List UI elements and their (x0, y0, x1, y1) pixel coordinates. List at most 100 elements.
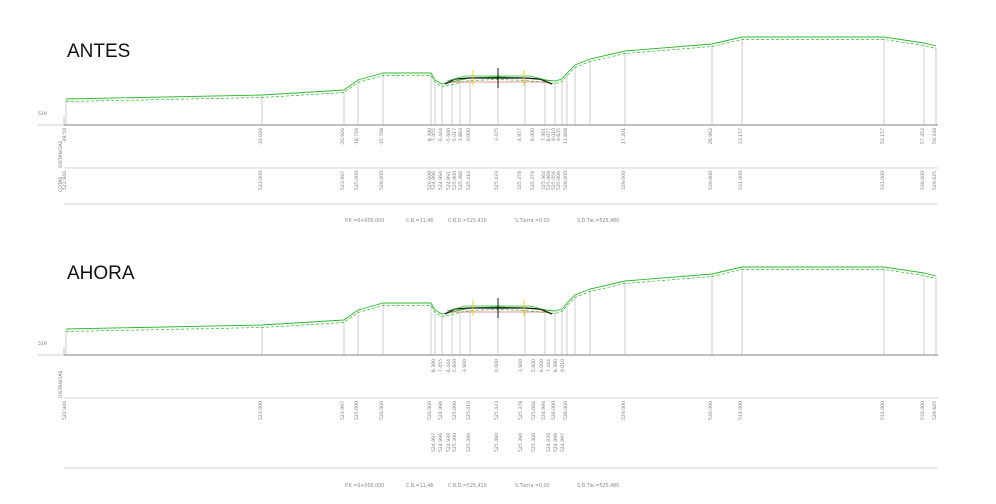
value-label: 524.996 (438, 401, 444, 420)
row-label-distancias: DISTANCIAS (58, 370, 64, 398)
footer-pk: P.K.=0+000,000 (345, 218, 384, 224)
value-label: 525.006 (556, 171, 562, 190)
value-label: 524.996 (438, 433, 444, 452)
footer-sdtie: S.D.Tie.=525,480 (577, 483, 619, 489)
value-label: 525.379 (530, 171, 536, 190)
value-label: 529.000 (621, 401, 627, 420)
section-ahora: AHORA 519 DISTANCIAS -8.390 -7.455 -6.444-… (38, 263, 938, 489)
value-label: 0.000 (494, 359, 500, 372)
value-label: 529.625 (932, 401, 938, 420)
footer-crd: C.R.D.=525,410 (448, 218, 487, 224)
value-label: -8.390 (427, 128, 433, 143)
value-label: 525.000 (452, 171, 458, 190)
elevation-labels: 522.946 523.000 523.997 525.000 526.000 526.0… (62, 171, 938, 190)
value-label: 523.997 (340, 171, 346, 190)
value-label: 524.996 (541, 401, 547, 420)
road-top (446, 305, 551, 312)
section-footer: P.K.=0+000,000 C.R.=11,46 C.R.D.=525,410… (345, 218, 619, 224)
value-label: -3.883 (458, 128, 464, 143)
value-label: 525.480 (494, 433, 500, 452)
distance-labels: -48.50 -32.026 -20.926 -18.726 -15.768 -8.390… (62, 128, 938, 146)
terrain-line (65, 266, 937, 330)
value-label: 525.416 (466, 171, 472, 190)
value-label: 525.000 (452, 401, 458, 420)
section-antes: ANTES 519 DISTANCIAS COTAS -48.50 -32.026… (38, 36, 938, 224)
value-label: 530.000 (920, 171, 926, 190)
road-platform (444, 77, 553, 85)
value-label: 529.625 (932, 171, 938, 190)
value-label: 524.994 (438, 171, 444, 190)
value-label: 57.452 (920, 128, 926, 144)
value-label: 524.891 (446, 171, 452, 190)
value-label: 6.000 (539, 359, 545, 372)
footer-cr: C.R.=11,46 (406, 483, 433, 489)
value-label: 28.962 (708, 128, 714, 144)
row-label-cotas: COTAS (58, 177, 64, 192)
value-label: 531.000 (880, 171, 886, 190)
value-label: -32.026 (258, 128, 264, 146)
value-label: 526.000 (563, 171, 569, 190)
value-label: 524.996 (431, 171, 437, 190)
value-label: 523.997 (340, 401, 346, 420)
value-label: 525.433 (494, 171, 500, 190)
value-label: 528.000 (563, 401, 569, 420)
value-label: 530.000 (708, 401, 714, 420)
footer-cr: C.R.=11,46 (406, 218, 433, 224)
value-label: 530.000 (708, 171, 714, 190)
level-label: 519 (38, 341, 47, 347)
value-label: 7.444 (546, 359, 552, 372)
value-label: 531.000 (738, 171, 744, 190)
value-label: 525.433 (494, 401, 500, 420)
value-label: 525.300 (452, 433, 458, 452)
value-label: 522.946 (62, 171, 68, 190)
footer-sdtie: S.D.Tie.=525,480 (577, 218, 619, 224)
value-label: 531.000 (738, 401, 744, 420)
value-label: -7.455 (438, 359, 444, 374)
value-label: 5.600 (531, 359, 537, 372)
value-label: -6.444 (446, 359, 452, 374)
value-label: 525.388 (458, 171, 464, 190)
row-label-distancias: DISTANCIAS (58, 140, 64, 168)
value-label: 525.378 (518, 401, 524, 420)
value-label: 4.957 (517, 128, 523, 141)
value-label: 525.056 (551, 171, 557, 190)
value-label: 3.900 (518, 359, 524, 372)
terrain-line-dashed (65, 39, 937, 102)
value-label: 0.000 (466, 128, 472, 141)
terrain-line (65, 36, 937, 100)
value-label: 525.000 (354, 171, 360, 190)
value-label: 526.000 (379, 401, 385, 420)
value-label: 530.000 (920, 401, 926, 420)
value-label: 8.077 (546, 128, 552, 141)
section-title: AHORA (67, 263, 135, 284)
terrain-line-dashed (65, 269, 937, 332)
value-label: 524.997 (431, 433, 437, 452)
value-label: 526.000 (379, 171, 385, 190)
value-label: 6.000 (530, 128, 536, 141)
value-label: 59.336 (932, 128, 938, 144)
value-label: -5.600 (446, 128, 452, 143)
value-label: 525.378 (517, 171, 523, 190)
value-label: -7.455 (431, 128, 437, 143)
value-label: 523.000 (258, 171, 264, 190)
value-label: 525.300 (531, 433, 537, 452)
value-label: 524.997 (560, 433, 566, 452)
value-label: -48.50 (62, 128, 68, 143)
footer-pk: P.K.=0+000,000 (345, 483, 384, 489)
value-label: 9.835 (556, 128, 562, 141)
elevation-labels: 522.946 523.000 523.997 525.000 526.000 526.0… (62, 401, 938, 420)
value-label: 525.064 (531, 401, 537, 420)
value-label: 524.996 (553, 433, 559, 452)
value-label: 7.361 (541, 128, 547, 141)
value-label: 529.000 (621, 171, 627, 190)
value-label: 525.000 (354, 401, 360, 420)
value-label: 525.390 (466, 433, 472, 452)
value-label: 531.000 (880, 401, 886, 420)
value-label: 526.000 (551, 401, 557, 420)
value-label: 525.410 (466, 401, 472, 420)
value-label: 11.868 (563, 128, 569, 144)
value-label: 522.946 (62, 401, 68, 420)
value-label: 3.475 (494, 128, 500, 141)
value-label: 17.201 (621, 128, 627, 144)
